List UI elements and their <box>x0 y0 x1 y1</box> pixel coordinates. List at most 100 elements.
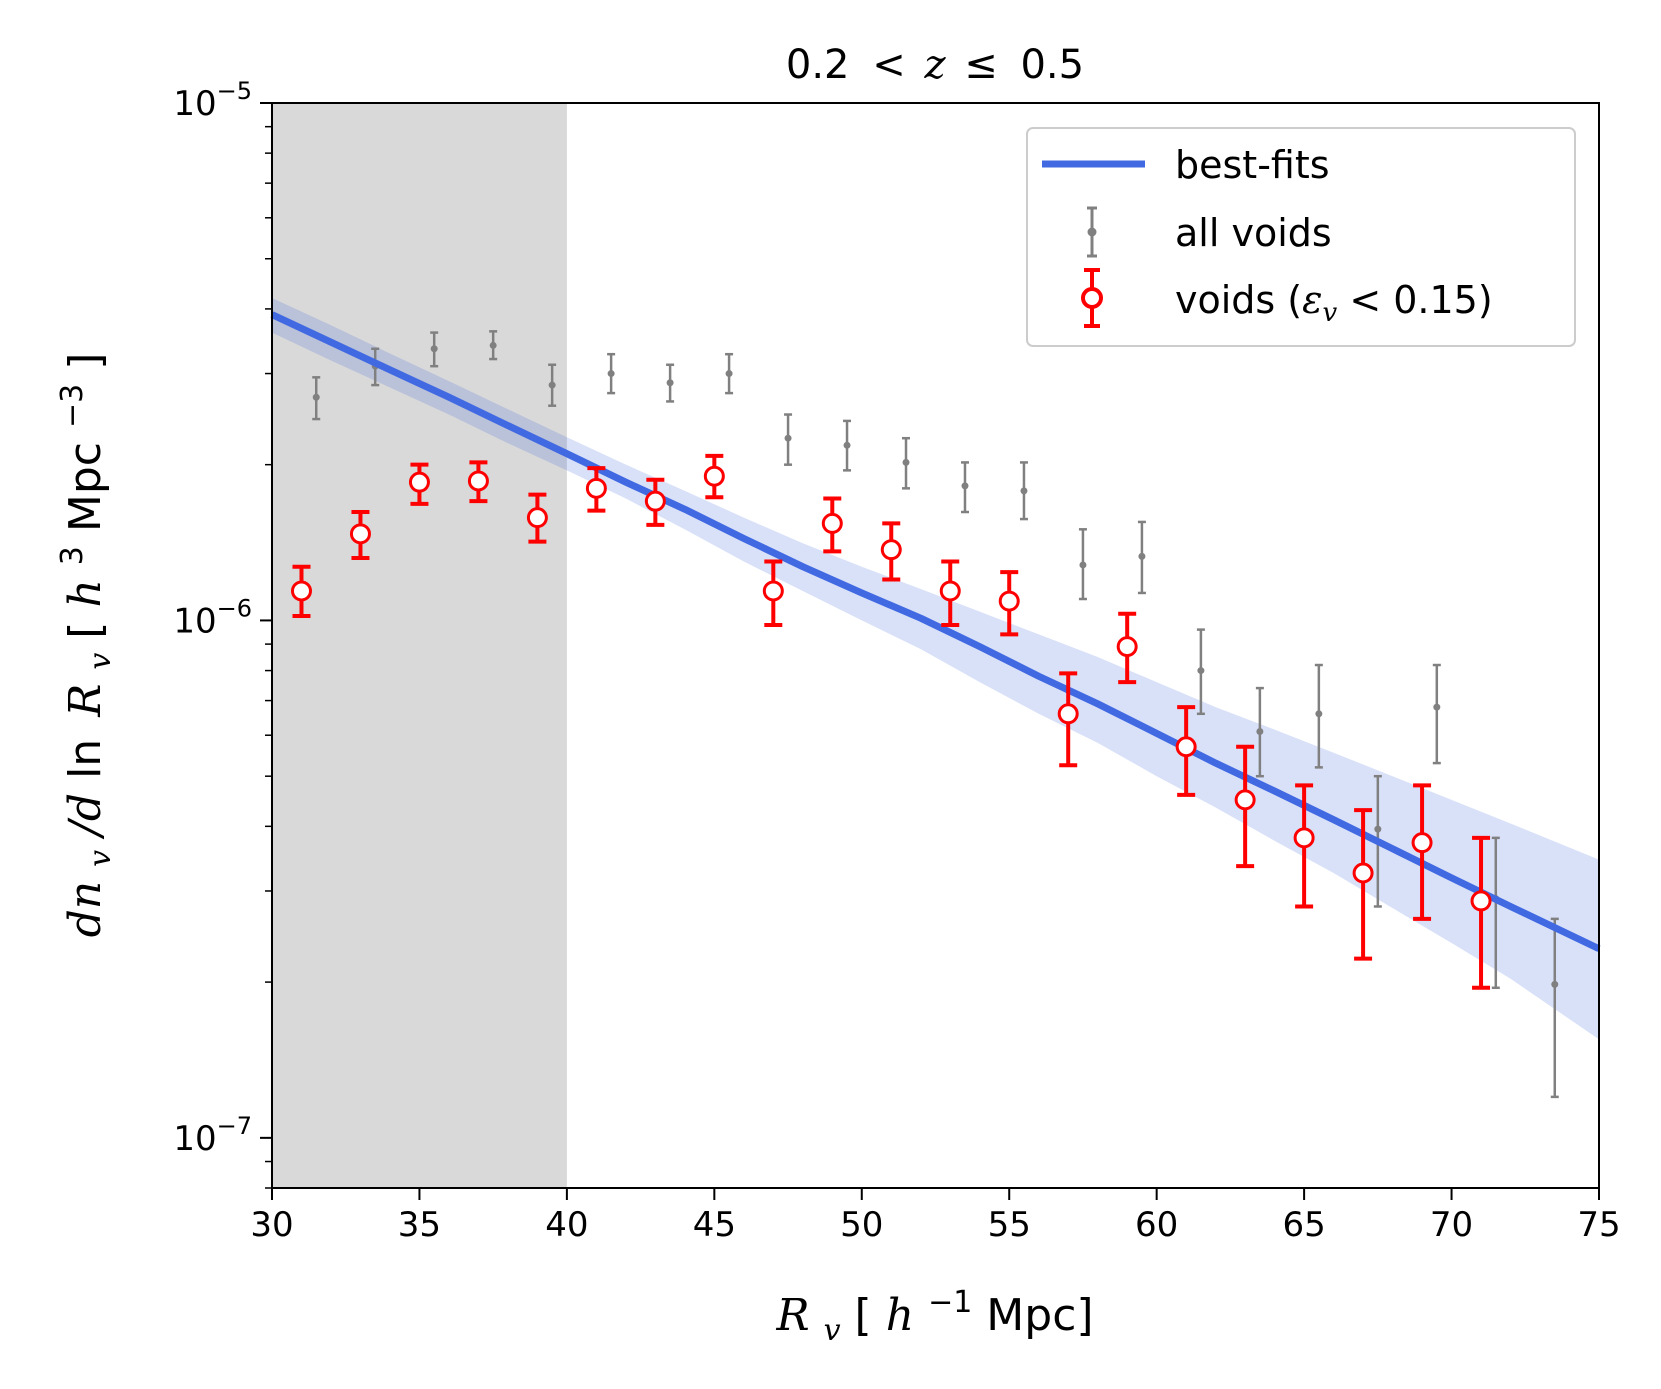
all-voids-point-marker <box>1138 552 1146 560</box>
x-tick-label: 35 <box>398 1205 441 1245</box>
y-tick-exp: −7 <box>217 1112 252 1140</box>
all-voids-point-marker <box>1433 703 1441 711</box>
all-voids-point-marker <box>1020 487 1028 495</box>
excluded-region-layer <box>272 103 567 1188</box>
selected-voids-point <box>467 460 489 504</box>
title-le: ≤ <box>964 42 998 88</box>
all-voids-point-marker <box>843 441 851 449</box>
ylabel-h: h <box>60 579 111 607</box>
xlabel-bracket: [ <box>855 1290 872 1341</box>
x-tick-label: 70 <box>1430 1205 1473 1245</box>
selected-voids-point-marker <box>762 580 784 602</box>
selected-voids-point-marker <box>290 580 312 602</box>
selected-voids-point <box>526 492 548 544</box>
x-tick-label: 55 <box>988 1205 1031 1245</box>
selected-voids-point <box>1411 783 1433 921</box>
selected-voids-point-marker <box>1470 890 1492 912</box>
axis-ticks <box>260 102 1600 1200</box>
all-voids-point <box>1255 686 1264 778</box>
all-voids-point <box>666 363 675 403</box>
all-voids-series <box>312 330 1559 1099</box>
legend-gray-swatch <box>1087 206 1097 258</box>
x-tick-label: 45 <box>693 1205 736 1245</box>
all-voids-point-marker <box>1374 825 1382 833</box>
all-voids-point-marker <box>430 345 438 353</box>
selected-voids-point-marker <box>644 490 666 512</box>
xlabel-mpc: Mpc] <box>986 1290 1093 1341</box>
y-minor-ticks <box>265 125 272 1189</box>
selected-voids-point <box>1234 744 1256 869</box>
legend-red-v: v <box>1323 298 1338 328</box>
selected-voids-point-marker <box>1352 862 1374 884</box>
all-voids-point-marker <box>489 341 497 349</box>
all-voids-point <box>1196 628 1205 716</box>
all-voids-point-marker <box>1256 728 1264 736</box>
all-voids-point <box>725 352 734 395</box>
x-tick-label: 65 <box>1282 1205 1325 1245</box>
selected-voids-point <box>1057 671 1079 768</box>
plot-frame <box>271 102 1600 1189</box>
title-lt: < <box>872 42 906 88</box>
all-voids-point <box>1432 663 1441 765</box>
selected-voids-point-marker <box>585 477 607 499</box>
all-voids-point-marker <box>1315 710 1323 718</box>
xlabel-r: R <box>775 1290 809 1341</box>
x-tick-label: 50 <box>840 1205 883 1245</box>
all-voids-point <box>960 461 969 514</box>
all-voids-point <box>843 419 852 472</box>
selected-voids-point <box>290 564 312 618</box>
selected-voids-point-marker <box>526 507 548 529</box>
selected-voids-point <box>1352 808 1374 961</box>
selected-voids-point-marker <box>1057 703 1079 725</box>
selected-voids-point-marker <box>408 471 430 493</box>
best-fit-line <box>270 311 1601 952</box>
y-tick-label: 10−6 <box>173 594 252 641</box>
y-tick-base: 10 <box>173 601 216 641</box>
all-voids-point <box>430 331 439 368</box>
x-axis-label: R v [ h −1 Mpc] <box>775 1272 1093 1351</box>
selected-voids-point-marker <box>939 580 961 602</box>
all-voids-point-marker <box>725 370 733 378</box>
all-voids-point <box>1314 663 1323 769</box>
xlabel-h: h <box>886 1290 914 1341</box>
all-voids-point-marker <box>1551 980 1559 988</box>
selected-voids-point <box>703 453 725 500</box>
legend-box <box>1026 127 1576 347</box>
x-tick-label: 60 <box>1135 1205 1178 1245</box>
all-voids-point <box>784 413 793 466</box>
y-tick-exp: −5 <box>217 77 252 105</box>
selected-voids-point-marker <box>1116 636 1138 658</box>
selected-voids-point-marker <box>1411 832 1433 854</box>
ylabel-v1: v <box>83 850 118 867</box>
selected-voids-point <box>408 462 430 506</box>
y-tick-labels: 10 −7 10−6 10−5 <box>173 77 252 1159</box>
all-voids-point <box>1137 520 1146 595</box>
ylabel-exp3: 3 <box>55 546 90 565</box>
y-tick-exp: −6 <box>217 594 252 622</box>
all-voids-point <box>312 376 321 421</box>
all-voids-point <box>1550 917 1559 1099</box>
ylabel-mpc: Mpc <box>60 442 111 532</box>
legend-red-eps: ε <box>1302 278 1322 322</box>
legend-label-all-voids: all voids <box>1175 211 1332 255</box>
all-voids-point <box>1019 461 1028 521</box>
all-voids-point-marker <box>961 482 969 490</box>
selected-voids-point <box>349 510 371 561</box>
all-voids-point-marker <box>784 434 792 442</box>
selected-voids-point-marker <box>880 539 902 561</box>
selected-voids-point <box>1116 611 1138 685</box>
selected-voids-point-marker <box>1175 736 1197 758</box>
legend-red-swatch <box>1081 268 1103 328</box>
selected-voids-point-marker <box>1293 827 1315 849</box>
selected-voids-point <box>585 466 607 513</box>
excluded-region <box>272 103 567 1188</box>
ylabel-d: /d <box>60 793 111 840</box>
title-z: z <box>923 42 946 88</box>
selected-voids-point <box>1293 783 1315 909</box>
y-tick-label: 10−5 <box>173 77 252 124</box>
selected-voids-point <box>1175 705 1197 797</box>
selected-voids-point-marker <box>1234 789 1256 811</box>
legend-red-label-b: < 0.15) <box>1337 278 1492 322</box>
y-axis-label: dn v /d ln R v [ h 3 Mpc −3 ] <box>42 353 121 938</box>
